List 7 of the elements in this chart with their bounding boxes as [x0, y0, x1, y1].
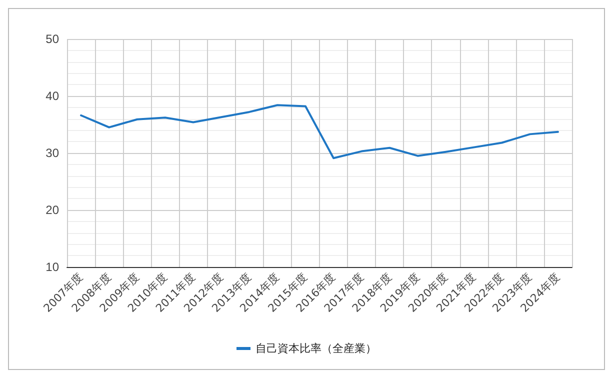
y-tick-label: 30	[46, 146, 60, 160]
line-series	[80, 104, 559, 160]
legend-label: 自己資本比率（全産業）	[256, 342, 376, 355]
y-tick-label: 40	[46, 89, 60, 103]
y-tick-label: 50	[46, 32, 60, 46]
y-tick-label: 20	[46, 203, 60, 217]
y-tick-label: 10	[46, 260, 60, 274]
